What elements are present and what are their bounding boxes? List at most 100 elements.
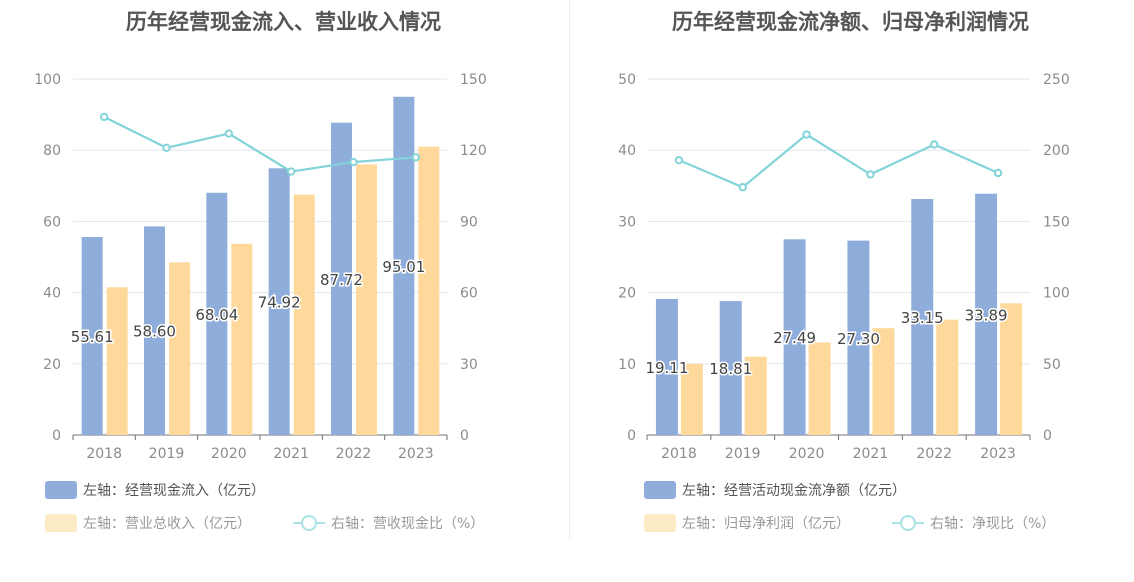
bar-series-1 xyxy=(719,301,742,435)
line-point xyxy=(349,157,358,167)
y-right-tick-label: 0 xyxy=(460,428,469,444)
chart-title: 历年经营现金流净额、归母净利润情况 xyxy=(672,10,1029,34)
line-point xyxy=(99,112,109,122)
x-tick-label: 2018 xyxy=(661,446,697,462)
y-left-tick-label: 30 xyxy=(618,214,636,230)
y-left-tick-label: 50 xyxy=(618,72,636,88)
data-label: 27.30 xyxy=(837,330,880,348)
data-label: 95.01 xyxy=(382,258,425,276)
line-point xyxy=(162,143,171,153)
data-label: 55.61 xyxy=(71,328,114,346)
line-point xyxy=(930,140,939,149)
legend-label: 右轴：净现比（%） xyxy=(930,516,1056,532)
x-tick-label: 2020 xyxy=(789,446,825,462)
y-right-tick-label: 120 xyxy=(460,143,487,159)
data-label: 18.81 xyxy=(709,360,752,378)
bar-series-1 xyxy=(144,226,165,435)
bar-series-1 xyxy=(975,193,998,435)
y-left-tick-label: 40 xyxy=(43,286,61,302)
legend-label: 左轴：归母净利润（亿元） xyxy=(682,516,850,532)
line-series xyxy=(678,133,999,189)
data-label: 68.04 xyxy=(195,306,238,324)
bar-series-1 xyxy=(268,168,290,436)
bar-series-1 xyxy=(81,237,103,435)
legend-label: 左轴：经营活动现金流净额（亿元） xyxy=(682,483,906,499)
legend-label: 左轴：营业总收入（亿元） xyxy=(83,516,251,532)
line-point xyxy=(802,130,811,139)
data-label: 87.72 xyxy=(320,271,363,289)
y-right-tick-label: 150 xyxy=(460,72,487,88)
y-left-tick-label: 40 xyxy=(618,143,636,159)
y-right-tick-label: 200 xyxy=(1043,143,1070,159)
legend-swatch xyxy=(644,481,676,499)
chart-panel-net-cash-flow: 历年经营现金流净额、归母净利润情况 0 0 10 50 20 100 30 150 40 200 5… xyxy=(567,0,1134,582)
y-right-tick-label: 30 xyxy=(460,357,478,373)
chart-canvas: 0 0 20 30 40 60 60 90 80 120 100 150 2018 2019 2020 202… xyxy=(34,72,487,462)
x-tick-label: 2020 xyxy=(211,446,247,462)
y-right-tick-label: 0 xyxy=(1043,428,1052,444)
y-right-tick-label: 250 xyxy=(1043,72,1070,88)
bar-series-2 xyxy=(680,363,703,435)
y-left-tick-label: 0 xyxy=(627,428,636,444)
legend-label: 左轴：经营现金流入（亿元） xyxy=(83,483,265,499)
data-label: 27.49 xyxy=(773,329,816,347)
legend-swatch xyxy=(45,514,77,532)
line-point xyxy=(674,155,684,165)
y-right-tick-label: 100 xyxy=(1043,286,1070,302)
bar-series-2 xyxy=(106,287,128,435)
data-label: 74.92 xyxy=(258,294,301,312)
bar-series-1 xyxy=(655,298,678,435)
legend-line-icon xyxy=(892,514,924,532)
bar-series-2 xyxy=(744,356,767,435)
bar-series-2 xyxy=(808,342,831,435)
x-tick-label: 2022 xyxy=(916,446,952,462)
legend-item-series-2[interactable]: 左轴：营业总收入（亿元） xyxy=(45,513,251,533)
legend-item-series-3[interactable]: 右轴：净现比（%） xyxy=(892,513,1055,533)
legend-swatch xyxy=(45,481,77,499)
legend-swatch xyxy=(644,514,676,532)
y-right-tick-label: 90 xyxy=(460,214,478,230)
bar-series-2 xyxy=(418,146,440,435)
legend-label: 右轴：营收现金比（%） xyxy=(331,516,485,532)
bar-series-1 xyxy=(331,122,352,435)
line-point xyxy=(993,168,1003,178)
legend-line-icon xyxy=(293,514,325,532)
data-label: 33.89 xyxy=(965,306,1008,324)
bar-series-2 xyxy=(231,243,253,435)
legend-item-series-3[interactable]: 右轴：营收现金比（%） xyxy=(293,513,484,533)
x-tick-label: 2019 xyxy=(725,446,761,462)
y-left-tick-label: 80 xyxy=(43,143,61,159)
y-left-tick-label: 60 xyxy=(43,214,61,230)
chart-canvas: 0 0 10 50 20 100 30 150 40 200 50 250 2018 2019 2020 20… xyxy=(618,72,1070,462)
bar-series-1 xyxy=(911,198,934,435)
bar-series-2 xyxy=(872,328,895,435)
bar-series-2 xyxy=(356,164,377,435)
bar-series-2 xyxy=(1000,303,1023,435)
line-point xyxy=(224,129,234,138)
line-point xyxy=(738,183,747,192)
line-point xyxy=(866,170,875,179)
x-tick-label: 2023 xyxy=(398,446,434,462)
legend-item-series-1[interactable]: 左轴：经营现金流入（亿元） xyxy=(45,480,265,500)
y-left-tick-label: 0 xyxy=(52,428,61,444)
bar-series-1 xyxy=(783,239,806,435)
x-tick-label: 2021 xyxy=(853,446,889,462)
y-left-tick-label: 20 xyxy=(618,286,636,302)
panel-divider xyxy=(569,0,570,540)
bar-series-2 xyxy=(293,194,315,435)
line-point xyxy=(286,167,296,176)
line-series xyxy=(103,115,416,173)
bar-series-1 xyxy=(847,240,870,435)
line-point xyxy=(411,153,421,162)
y-right-tick-label: 50 xyxy=(1043,357,1061,373)
legend-item-series-1[interactable]: 左轴：经营活动现金流净额（亿元） xyxy=(644,480,906,500)
bar-series-2 xyxy=(936,319,959,435)
chart-panel-cash-inflow: 历年经营现金流入、营业收入情况 0 0 20 30 40 60 60 90 80 120 100 15… xyxy=(34,10,487,533)
y-left-tick-label: 100 xyxy=(34,72,61,88)
chart-title: 历年经营现金流入、营业收入情况 xyxy=(126,10,441,34)
x-tick-label: 2022 xyxy=(336,446,372,462)
bar-series-1 xyxy=(393,96,415,435)
y-right-tick-label: 60 xyxy=(460,286,478,302)
legend-item-series-2[interactable]: 左轴：归母净利润（亿元） xyxy=(644,513,850,533)
y-left-tick-label: 20 xyxy=(43,357,61,373)
